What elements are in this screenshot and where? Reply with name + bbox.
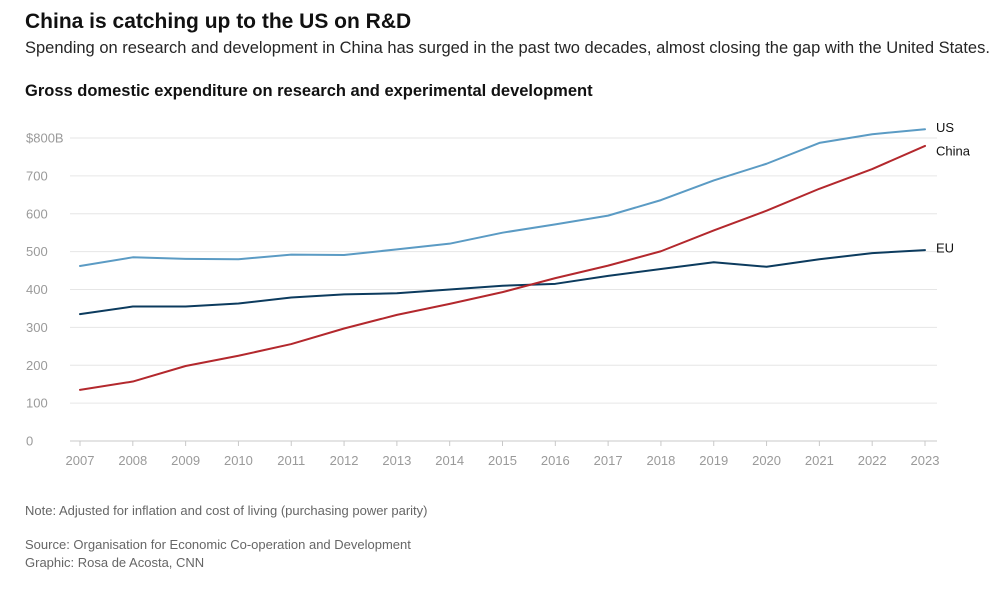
y-tick-label: 600 [26,206,48,221]
y-tick-label: 500 [26,244,48,259]
x-tick-label: 2022 [858,453,887,468]
x-tick-label: 2012 [330,453,359,468]
gridlines [70,137,937,404]
x-tick-label: 2007 [66,453,95,468]
y-tick-label: 300 [26,320,48,335]
x-tick-label: 2008 [118,453,147,468]
series-lines [79,128,926,391]
x-tick-label: 2020 [752,453,781,468]
series-label-china: China [936,143,971,158]
series-label-us: US [936,120,954,135]
x-tick-label: 2010 [224,453,253,468]
chart-note: Note: Adjusted for inflation and cost of… [25,503,428,518]
series-line-us [79,128,926,268]
series-line-china [79,144,926,391]
x-tick-label: 2016 [541,453,570,468]
chart-credit: Graphic: Rosa de Acosta, CNN [25,555,205,570]
series-labels: US China EU [936,120,971,256]
chart-headline: China is catching up to the US on R&D [25,10,412,33]
x-tick-label: 2023 [911,453,940,468]
y-tick-label: 200 [26,358,48,373]
x-tick-label: 2018 [646,453,675,468]
y-tick-label: 700 [26,168,48,183]
y-tick-label: 0 [26,434,33,449]
chart-source: Source: Organisation for Economic Co-ope… [25,537,411,552]
x-tick-label: 2009 [171,453,200,468]
x-tick-label: 2021 [805,453,834,468]
chart-title: Gross domestic expenditure on research a… [25,82,593,100]
y-tick-label: 100 [26,396,48,411]
y-tick-label: $800B [26,131,64,146]
x-tick-label: 2017 [594,453,623,468]
x-tick-label: 2011 [277,453,305,468]
x-tick-label: 2013 [382,453,411,468]
x-tick-label: 2019 [699,453,728,468]
x-tick-label: 2014 [435,453,464,468]
series-line-eu [79,249,926,316]
series-label-eu: EU [936,241,954,256]
chart-subtitle: Spending on research and development in … [25,39,990,57]
axes: 0 100 200 300 400 500 600 700 $800B 2007 2008 2009 2… [26,131,939,469]
y-tick-label: 400 [26,282,48,297]
x-tick-label: 2015 [488,453,517,468]
